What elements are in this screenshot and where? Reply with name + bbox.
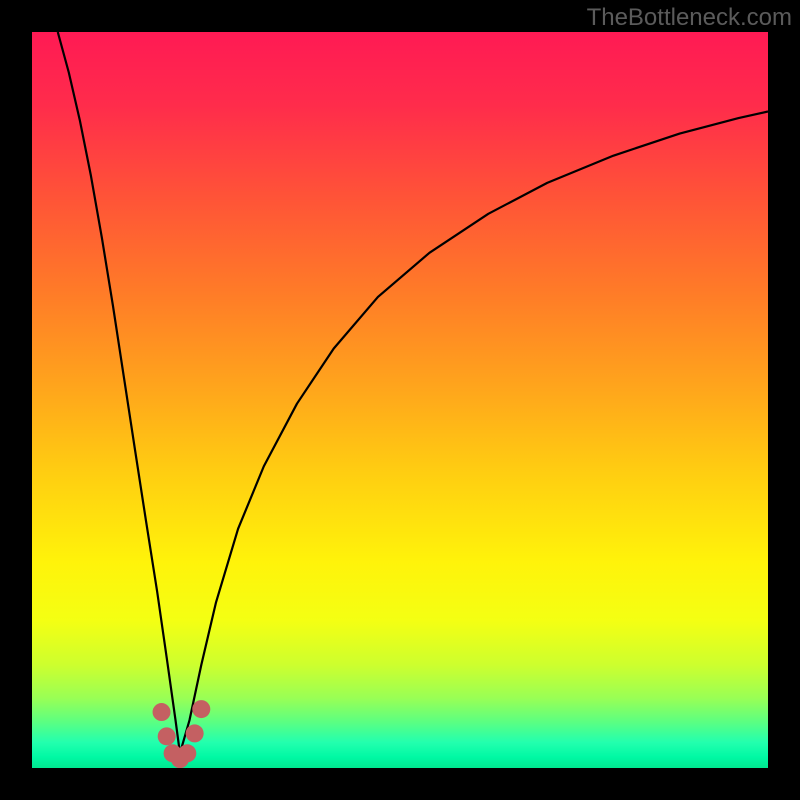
watermark-text: TheBottleneck.com <box>587 4 792 32</box>
dip-marker <box>186 724 204 742</box>
dip-marker <box>178 744 196 762</box>
plot-area <box>32 32 768 768</box>
dip-marker <box>192 700 210 718</box>
gradient-background <box>32 32 768 768</box>
dip-marker <box>153 703 171 721</box>
chart-frame: TheBottleneck.com <box>0 0 800 800</box>
chart-svg <box>32 32 768 768</box>
dip-marker <box>158 727 176 745</box>
